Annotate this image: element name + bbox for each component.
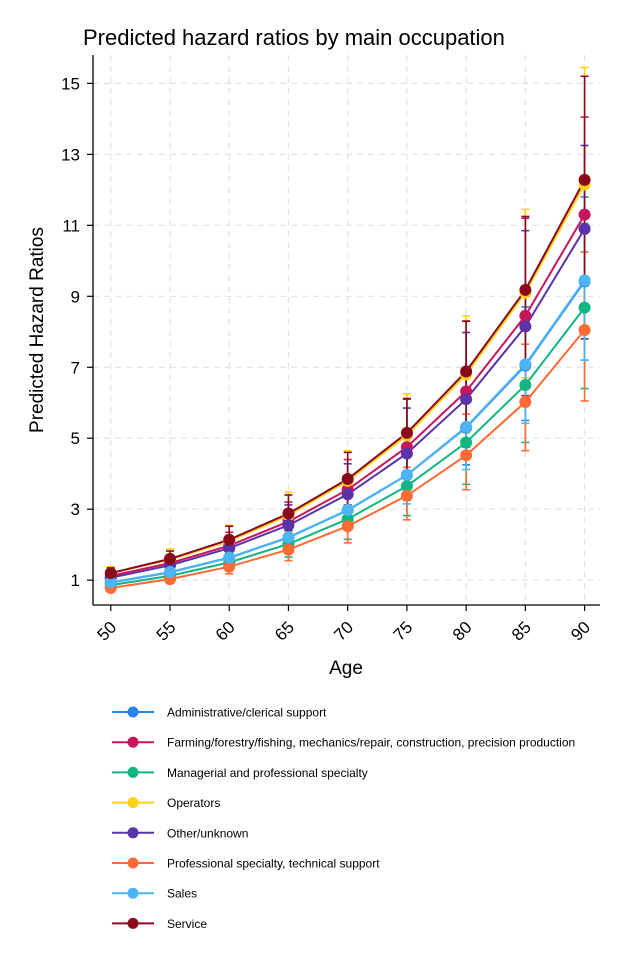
data-point [519, 379, 532, 391]
data-point [104, 576, 117, 589]
x-tick-label: 55 [153, 618, 180, 645]
data-point [282, 507, 295, 520]
data-point [578, 222, 591, 235]
data-point [223, 533, 236, 546]
data-point [578, 274, 591, 287]
y-tick-label: 7 [71, 358, 80, 377]
y-tick-label: 5 [71, 429, 80, 448]
data-point [400, 489, 413, 502]
legend-label: Farming/forestry/fishing, mechanics/repa… [167, 736, 575, 750]
legend-label: Sales [167, 887, 197, 901]
data-point [282, 543, 295, 556]
data-point [578, 301, 591, 314]
chart-title: Predicted hazard ratios by main occupati… [83, 25, 505, 50]
data-point [578, 208, 591, 221]
data-point [282, 519, 295, 532]
data-point [460, 365, 473, 378]
legend-label: Other/unknown [167, 826, 248, 840]
data-point [223, 560, 236, 573]
legend-label: Operators [167, 796, 220, 810]
x-tick-label: 75 [390, 618, 417, 645]
x-tick-label: 80 [449, 618, 476, 645]
data-point [400, 447, 413, 460]
data-point [104, 567, 117, 580]
data-point [578, 324, 591, 336]
x-tick-label: 90 [567, 618, 594, 645]
y-axis-label: Predicted Hazard Ratios [27, 227, 48, 433]
data-point [519, 320, 532, 333]
data-point [460, 393, 473, 406]
legend-marker [127, 736, 139, 748]
y-tick-label: 1 [71, 571, 80, 590]
data-point [163, 566, 176, 578]
y-tick-label: 3 [71, 500, 80, 519]
data-point [519, 309, 532, 322]
data-point [341, 503, 354, 516]
data-point [341, 473, 354, 486]
y-tick-label: 13 [61, 145, 80, 164]
data-point [282, 531, 295, 544]
legend-marker [127, 887, 139, 899]
legend-marker [127, 857, 139, 869]
data-point [341, 520, 354, 533]
y-tick-label: 11 [62, 216, 80, 235]
data-point [400, 480, 413, 493]
data-point [460, 436, 473, 449]
data-point [341, 488, 354, 501]
data-point [519, 358, 532, 371]
y-tick-label: 9 [71, 287, 80, 306]
x-tick-label: 50 [93, 618, 120, 645]
data-point [460, 420, 473, 433]
legend-marker [127, 706, 139, 718]
data-point [163, 552, 176, 565]
legend-label: Professional specialty, technical suppor… [167, 857, 380, 871]
data-point [400, 426, 413, 439]
legend-marker [127, 917, 139, 929]
x-tick-label: 70 [330, 618, 357, 645]
legend-label: Managerial and professional specialty [167, 766, 368, 780]
data-point [519, 283, 532, 296]
data-point [400, 468, 413, 481]
x-axis-label: Age [329, 658, 363, 679]
data-point [223, 542, 236, 555]
legend-marker [127, 827, 139, 839]
x-tick-label: 65 [271, 618, 298, 645]
data-point [578, 173, 591, 186]
data-point [223, 551, 236, 564]
data-point [460, 449, 473, 462]
legend-marker [127, 766, 139, 778]
legend-label: Service [167, 917, 207, 931]
legend-label: Administrative/clerical support [167, 706, 327, 720]
legend: Administrative/clerical support Farming/f… [112, 706, 575, 931]
x-tick-label: 85 [508, 618, 535, 645]
legend-marker [127, 797, 139, 809]
data-point [519, 396, 532, 409]
x-tick-label: 60 [212, 618, 239, 645]
y-tick-label: 15 [61, 74, 80, 93]
